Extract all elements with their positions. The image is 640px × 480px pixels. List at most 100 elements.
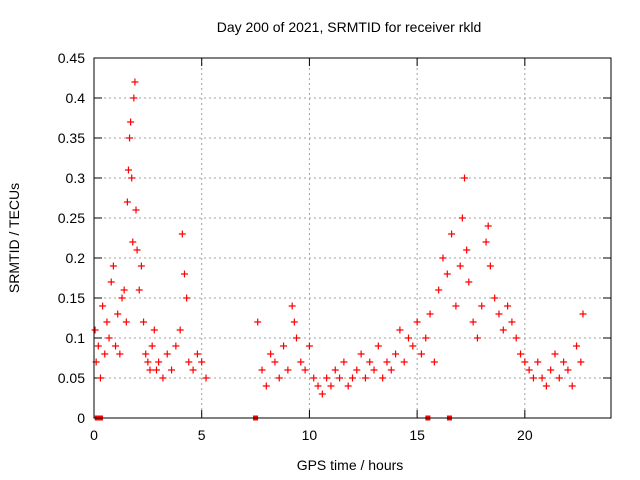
data-point <box>374 342 382 350</box>
data-point <box>499 326 507 334</box>
data-point <box>112 342 120 350</box>
data-point <box>577 358 585 366</box>
data-point <box>538 374 546 382</box>
data-point <box>130 94 138 102</box>
data-point <box>426 310 434 318</box>
data-point <box>122 318 130 326</box>
data-point <box>163 350 171 358</box>
data-point <box>131 78 139 86</box>
data-point <box>387 366 395 374</box>
chart-title: Day 200 of 2021, SRMTID for receiver rkl… <box>217 19 482 35</box>
data-point <box>301 366 309 374</box>
data-point <box>159 374 167 382</box>
data-point <box>517 350 525 358</box>
data-point <box>534 358 542 366</box>
data-point <box>116 350 124 358</box>
data-point <box>482 238 490 246</box>
y-tick-label: 0.2 <box>66 250 86 266</box>
data-point <box>107 278 115 286</box>
data-point <box>484 222 492 230</box>
data-point <box>400 358 408 366</box>
x-tick-label: 15 <box>409 427 425 443</box>
data-point <box>486 262 494 270</box>
data-point <box>128 174 136 182</box>
data-point <box>456 262 464 270</box>
data-point <box>504 302 512 310</box>
data-point <box>284 366 292 374</box>
data-point <box>132 206 140 214</box>
data-point <box>448 230 456 238</box>
data-point <box>417 350 425 358</box>
y-tick-label: 0.1 <box>66 330 86 346</box>
data-point <box>142 350 150 358</box>
data-point <box>127 118 135 126</box>
data-point <box>124 166 132 174</box>
data-point <box>452 302 460 310</box>
data-point <box>551 350 559 358</box>
data-point <box>155 358 163 366</box>
data-point <box>405 334 413 342</box>
data-point <box>267 350 275 358</box>
data-points <box>91 78 587 421</box>
y-tick-label: 0.3 <box>66 170 86 186</box>
data-point <box>422 334 430 342</box>
data-point <box>344 382 352 390</box>
x-tick-label: 10 <box>302 427 318 443</box>
data-point <box>547 366 555 374</box>
data-point <box>463 246 471 254</box>
x-tick-label: 5 <box>198 427 206 443</box>
data-point <box>310 374 318 382</box>
data-point <box>379 374 387 382</box>
data-point <box>185 358 193 366</box>
data-point <box>435 286 443 294</box>
data-point <box>458 214 466 222</box>
data-point <box>275 374 283 382</box>
data-point <box>183 294 191 302</box>
data-point <box>327 382 335 390</box>
data-point <box>495 310 503 318</box>
data-point <box>99 302 107 310</box>
data-point <box>180 270 188 278</box>
data-point <box>202 374 210 382</box>
data-point <box>366 358 374 366</box>
data-point <box>353 366 361 374</box>
data-point <box>542 382 550 390</box>
y-tick-label: 0.35 <box>58 130 85 146</box>
data-point <box>137 262 145 270</box>
data-point <box>318 390 326 398</box>
data-point <box>305 342 313 350</box>
x-axis-label: GPS time / hours <box>297 457 404 473</box>
data-point <box>469 318 477 326</box>
data-point <box>383 358 391 366</box>
data-point <box>254 318 262 326</box>
data-point <box>465 278 473 286</box>
data-point <box>461 174 469 182</box>
data-point <box>292 334 300 342</box>
data-point <box>120 286 128 294</box>
data-point <box>176 326 184 334</box>
data-point <box>439 254 447 262</box>
y-tick-label: 0.15 <box>58 290 85 306</box>
data-point <box>443 270 451 278</box>
data-point <box>91 326 99 334</box>
data-point <box>150 326 158 334</box>
data-point <box>323 374 331 382</box>
data-point <box>114 310 122 318</box>
data-point <box>258 366 266 374</box>
data-point <box>564 366 572 374</box>
data-point <box>280 342 288 350</box>
data-point <box>105 334 113 342</box>
data-point <box>135 286 143 294</box>
data-point <box>103 318 111 326</box>
y-tick-label: 0.25 <box>58 210 85 226</box>
y-tick-label: 0.05 <box>58 370 85 386</box>
data-point <box>521 358 529 366</box>
data-point <box>409 342 417 350</box>
data-point <box>140 318 148 326</box>
y-tick-label: 0.4 <box>66 90 86 106</box>
x-tick-label: 20 <box>517 427 533 443</box>
data-point <box>297 358 305 366</box>
data-point <box>529 374 537 382</box>
data-point <box>172 342 180 350</box>
